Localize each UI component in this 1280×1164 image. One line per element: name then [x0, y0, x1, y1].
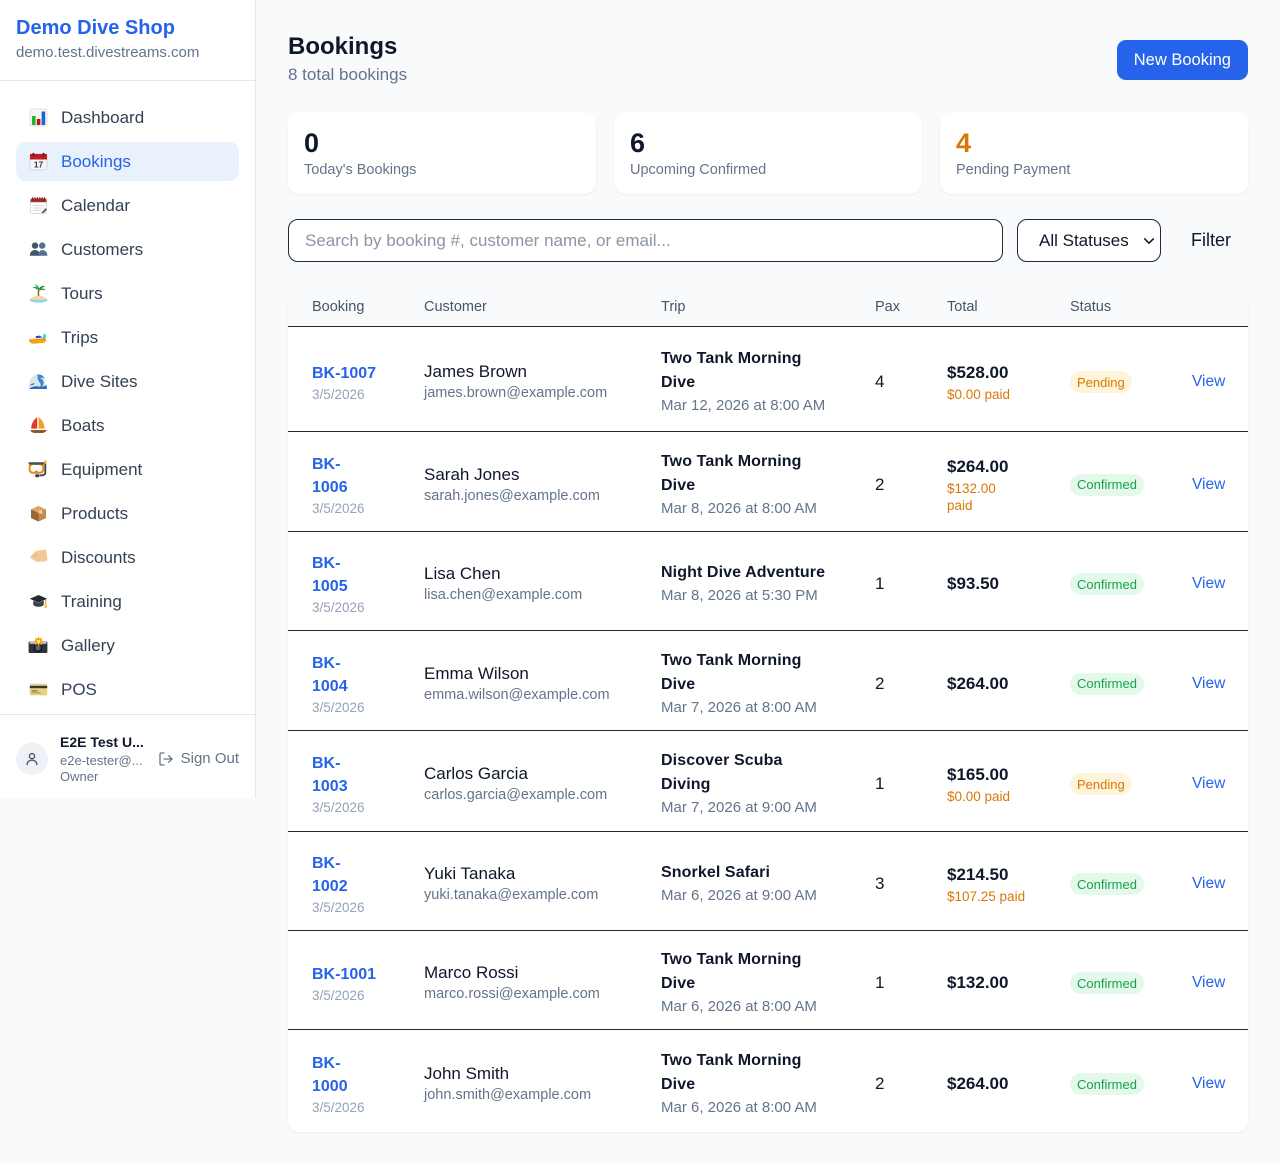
- svg-text:17: 17: [33, 160, 43, 170]
